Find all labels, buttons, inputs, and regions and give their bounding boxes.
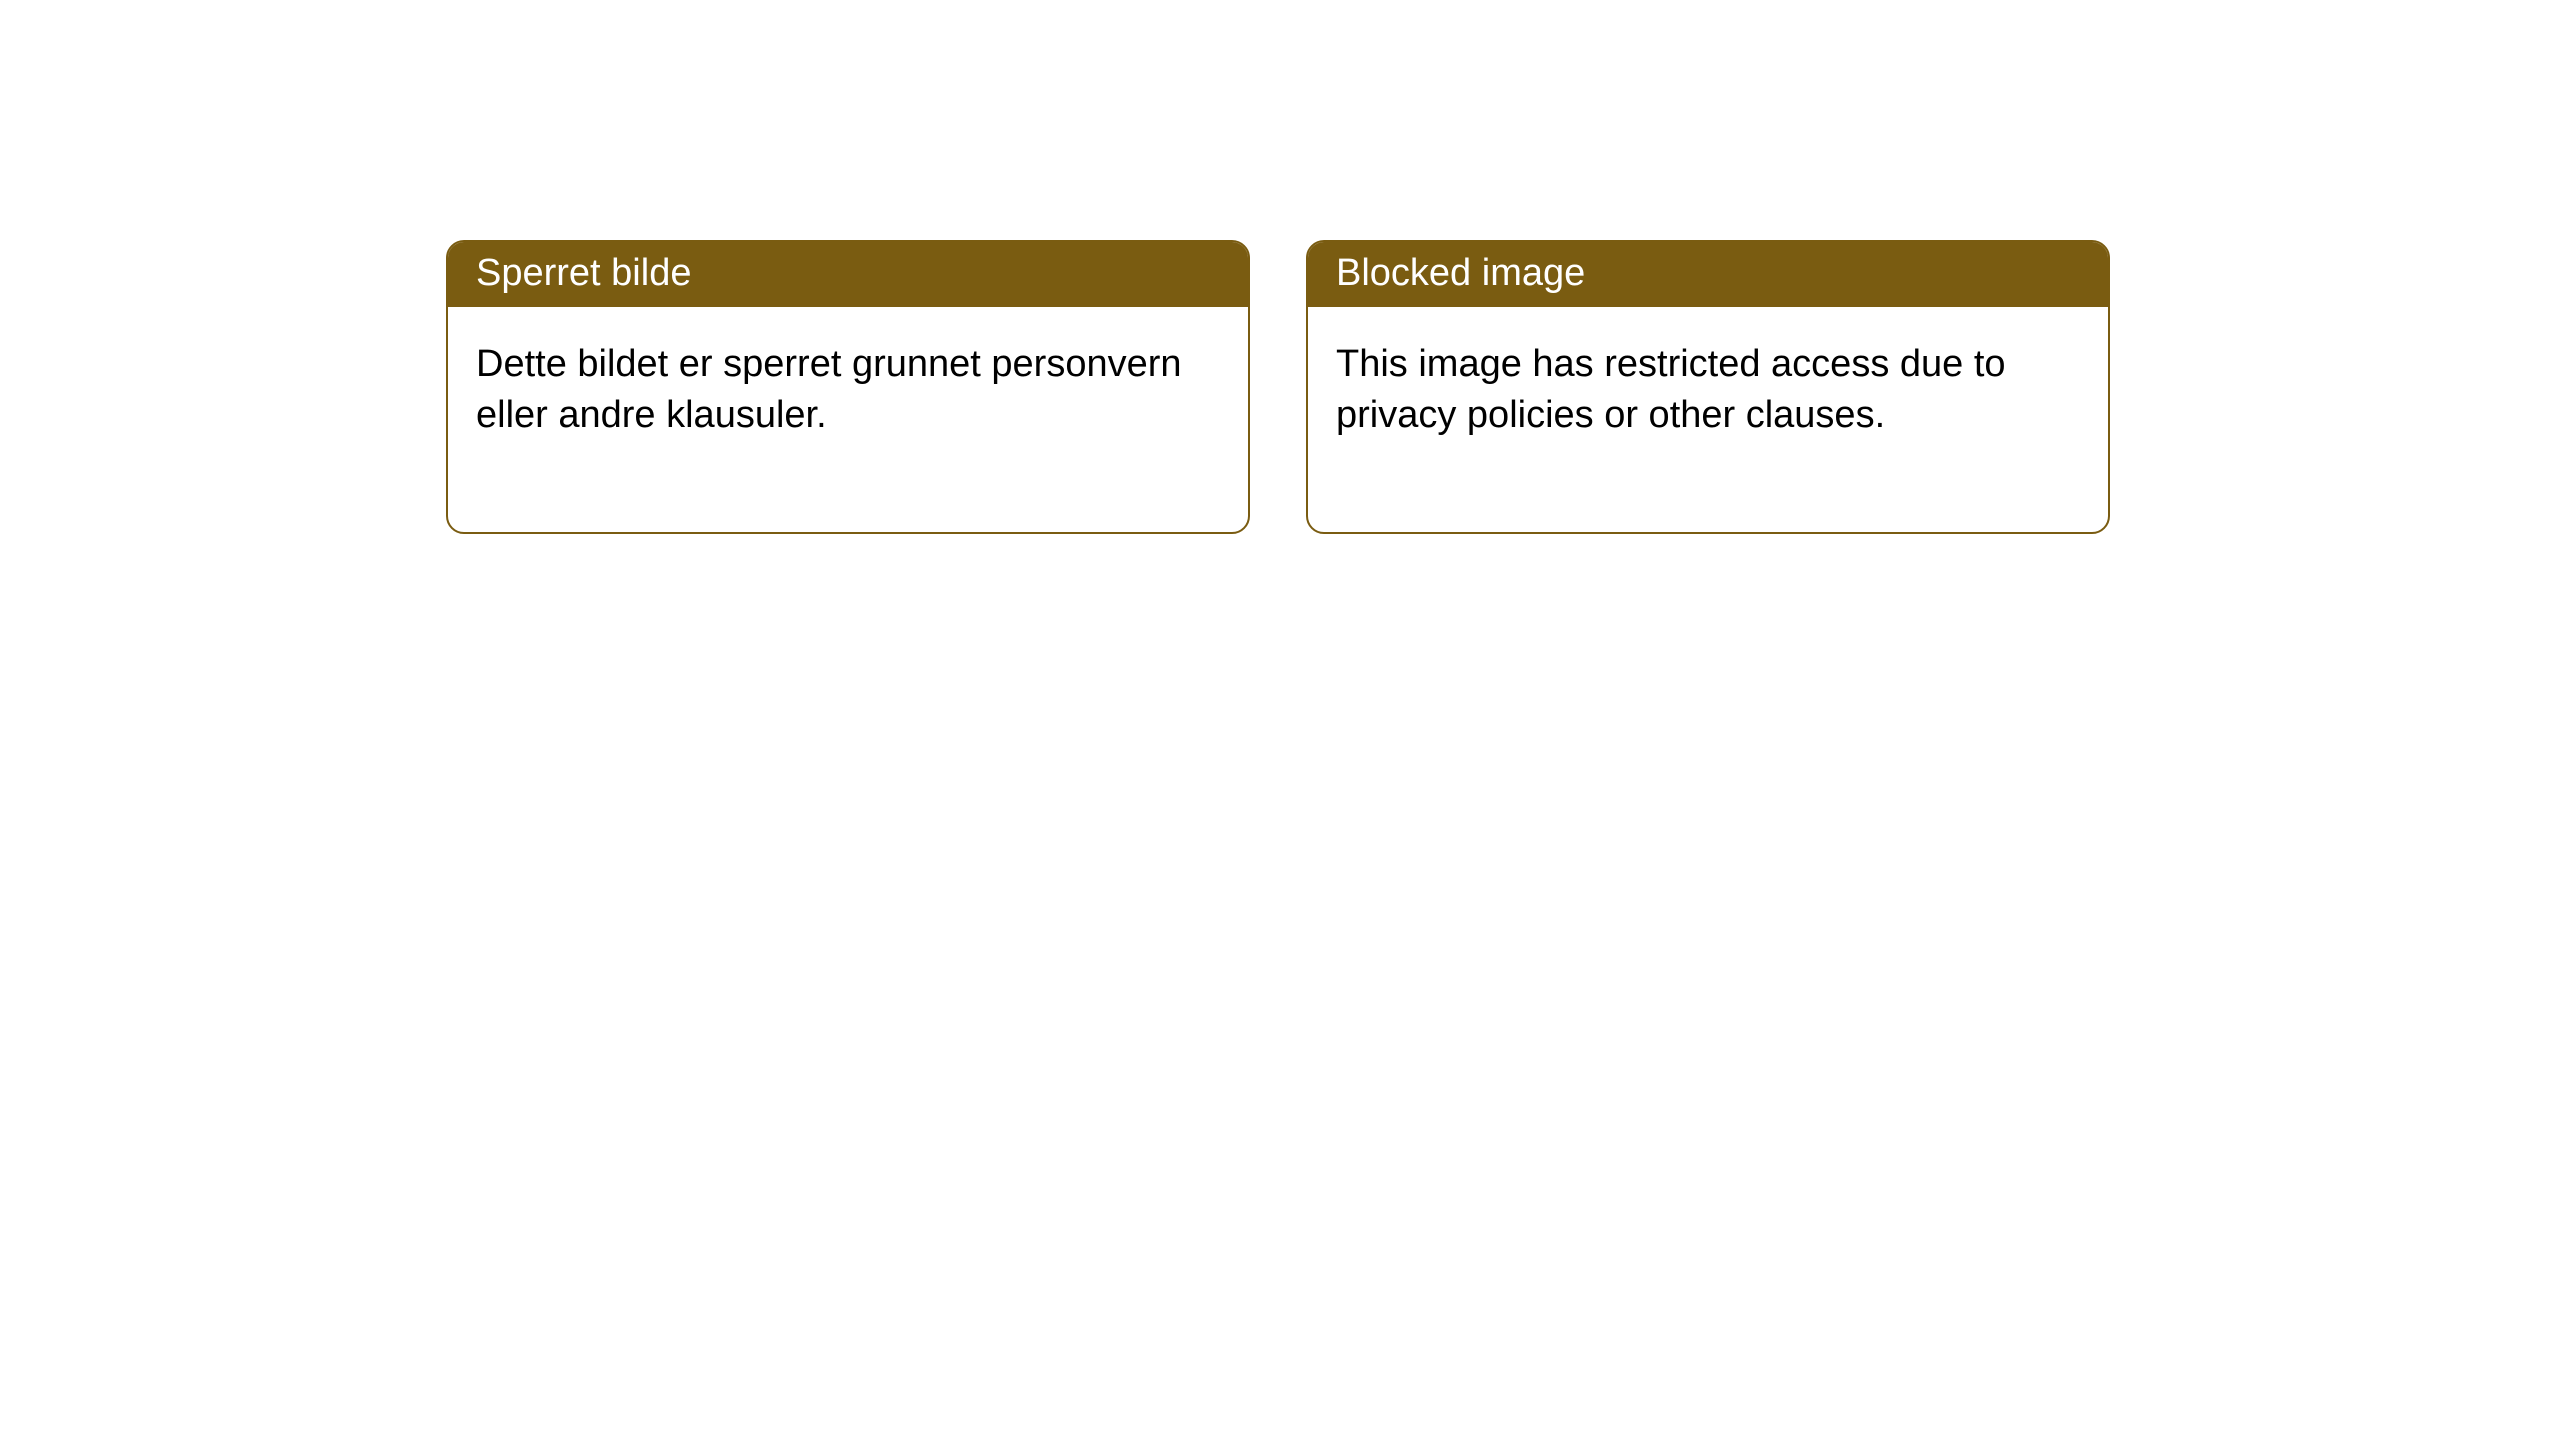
notice-body: Dette bildet er sperret grunnet personve…: [448, 307, 1248, 532]
notice-body-text: This image has restricted access due to …: [1336, 343, 2006, 436]
notice-body: This image has restricted access due to …: [1308, 307, 2108, 532]
notice-card-norwegian: Sperret bilde Dette bildet er sperret gr…: [446, 240, 1250, 534]
notice-header: Sperret bilde: [448, 242, 1248, 307]
notice-card-english: Blocked image This image has restricted …: [1306, 240, 2110, 534]
notice-header: Blocked image: [1308, 242, 2108, 307]
notice-body-text: Dette bildet er sperret grunnet personve…: [476, 343, 1182, 436]
notice-container: Sperret bilde Dette bildet er sperret gr…: [0, 0, 2560, 534]
notice-title: Sperret bilde: [476, 252, 691, 294]
notice-title: Blocked image: [1336, 252, 1585, 294]
